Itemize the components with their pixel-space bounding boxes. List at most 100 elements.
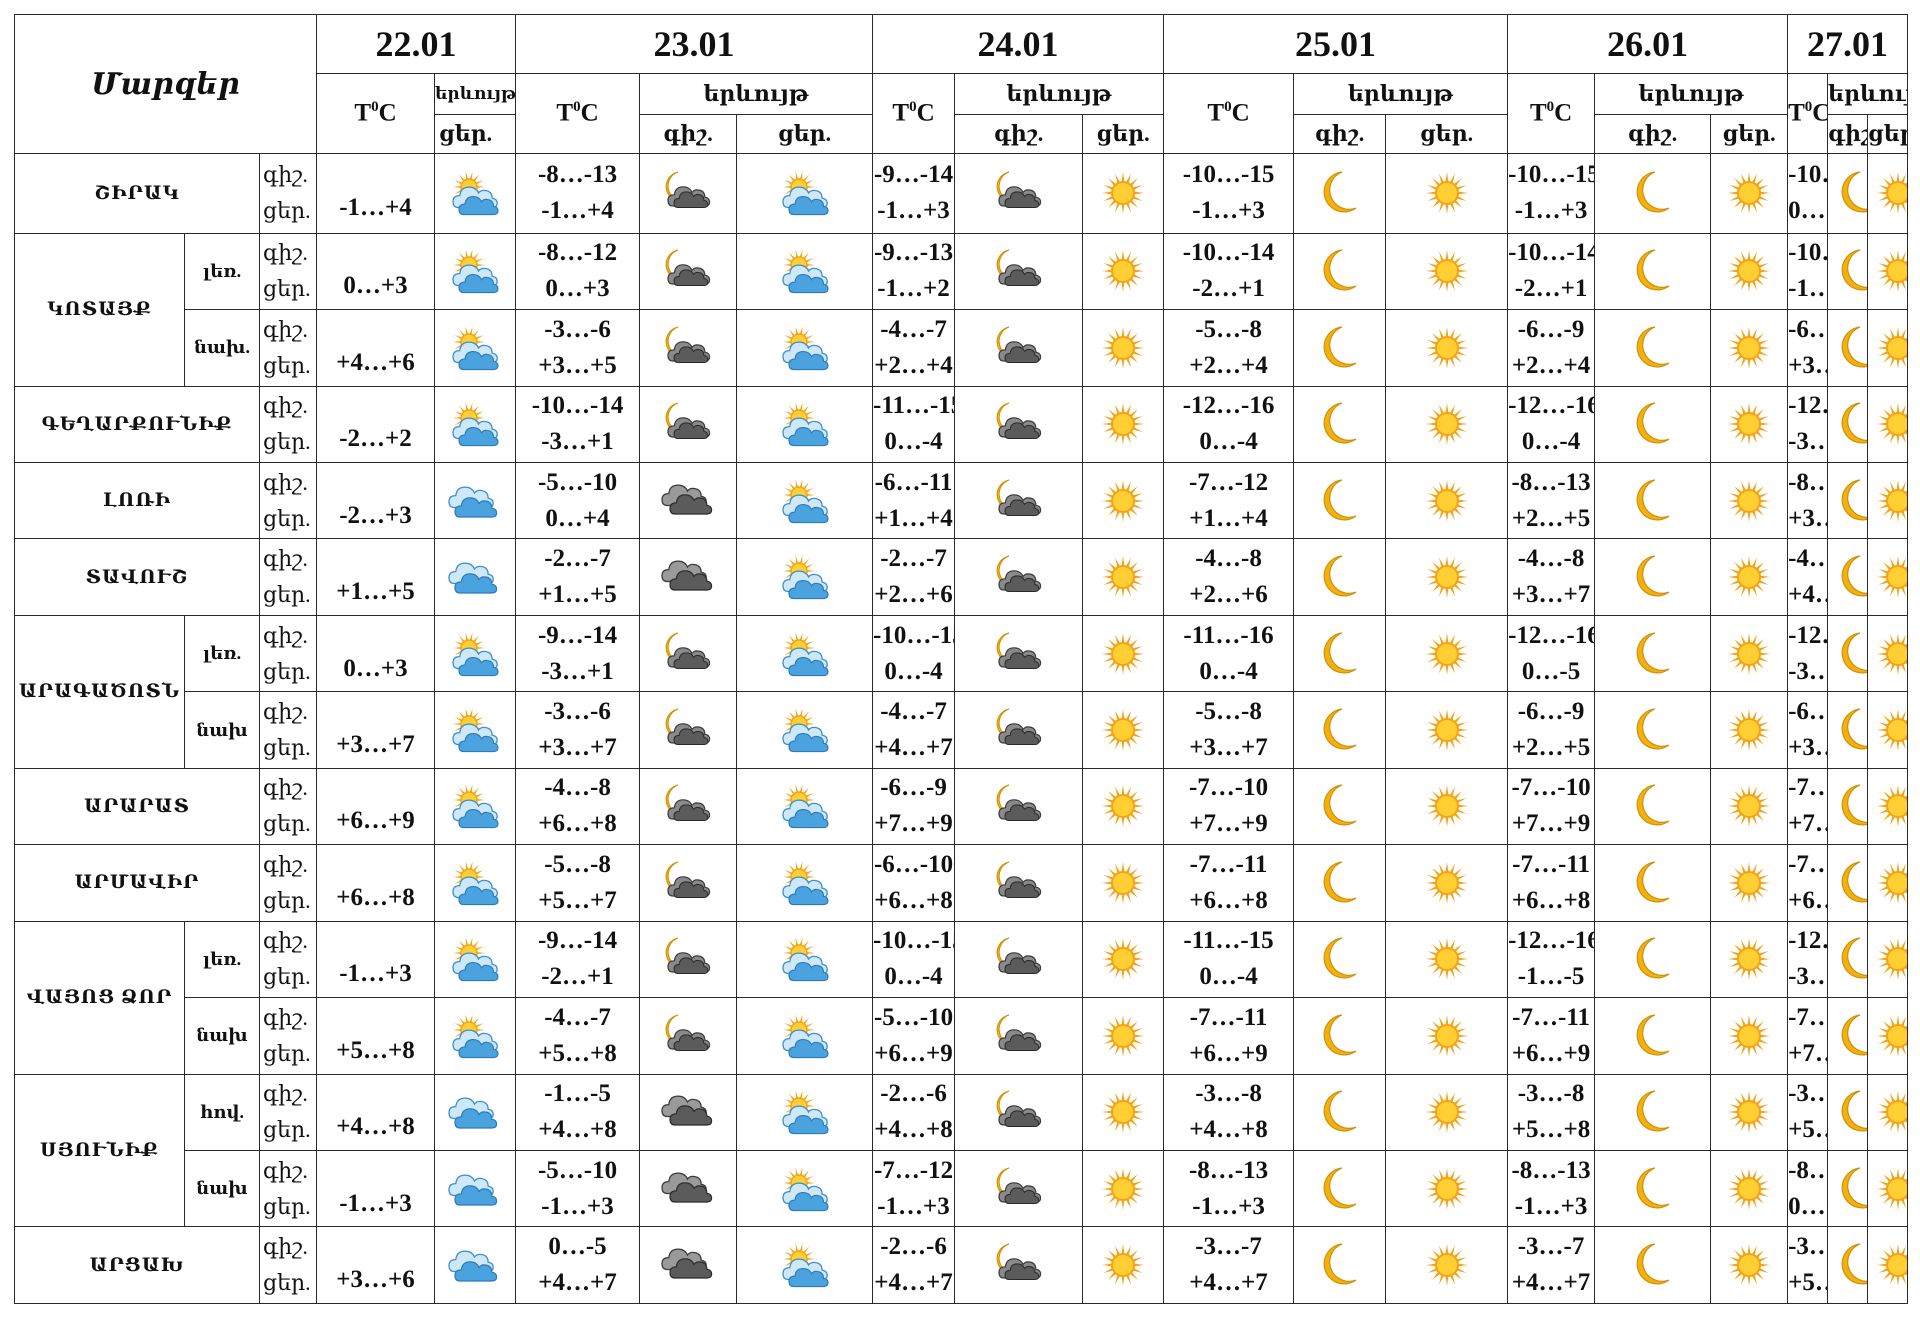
night-temperature: -3…-7 (1164, 1229, 1293, 1265)
night-temperature: -3…-6 (516, 694, 639, 730)
night-temperature: -2…-7 (873, 541, 954, 577)
sun-icon (1868, 921, 1908, 997)
temperature-range: -8…-130…+4 (1788, 1151, 1828, 1227)
sun-icon (1083, 768, 1164, 844)
temperature-range: -5…-8 +2…+4 (1164, 310, 1294, 386)
sun-icon (1711, 539, 1788, 615)
region-name: ԿՈՏԱՅՔ (15, 233, 185, 386)
day-temperature: -1…+3 (1508, 193, 1594, 229)
sun-icon (1711, 998, 1788, 1074)
sun-icon (1868, 310, 1908, 386)
moon-icon (1294, 768, 1386, 844)
region-name: ՍՅՈՒՆԻՔ (15, 1074, 185, 1227)
night-temperature: -3…-7 (1508, 1229, 1594, 1265)
night-label: գիշ. (263, 1153, 316, 1189)
day-temperature: +2…+4 (1164, 348, 1293, 384)
region-name: ԱՐՑԱԽ (15, 1227, 260, 1304)
temp-label-t: T (892, 100, 909, 127)
moon-cloud-icon (955, 1151, 1083, 1227)
sun-icon (1083, 1227, 1164, 1304)
day-label: ցեր. (263, 577, 316, 613)
day-temperature: -1…+2 (873, 271, 954, 307)
night-temperature: -12…-16 (1788, 618, 1827, 654)
day-temperature: +2…+5 (1508, 501, 1594, 537)
temperature-range: -9…-14 -3…+1 (516, 615, 640, 691)
day-temperature: 0…+4 (1788, 193, 1827, 229)
sun-icon (1386, 1151, 1508, 1227)
moon-icon (1828, 921, 1868, 997)
night-temperature: -6…-10 (873, 847, 954, 883)
sun-icon (1083, 1074, 1164, 1150)
temperature-range: -12…-16-3…+1 (1788, 921, 1828, 997)
night-label: գիշ. (263, 388, 316, 424)
regions-title: Մարզեր (15, 15, 317, 154)
day-temperature: -3…+1 (516, 654, 639, 690)
day-temperature: 0…+4 (1788, 1189, 1827, 1225)
moon-cloud-icon (640, 998, 737, 1074)
temperature-header: T0C (516, 74, 640, 154)
temperature-range: -7…-11+7…+10 (1788, 998, 1828, 1074)
day-temperature: +5…+7 (516, 883, 639, 919)
night-day-labels: գիշ. ցեր. (260, 998, 317, 1074)
sun-cloud-rain-icon (737, 462, 873, 538)
night-label: գիշ. (263, 157, 316, 193)
subregion-name: նախ (185, 1151, 260, 1227)
rain-cloud-icon (435, 539, 516, 615)
day-temperature: 0…-4 (873, 424, 954, 460)
night-label: գիշ. (263, 618, 316, 654)
temp-label-unit: C (1812, 100, 1827, 127)
region-row: ԳԵՂԱՐՔՈՒՆԻՔ գիշ. ցեր. -2…+2 -10…-14 -3…+1 -11…… (15, 386, 1908, 462)
sun-cloud-rain-icon (737, 845, 873, 921)
temp-label-unit: C (1232, 100, 1250, 127)
night-temperature: -2…-6 (873, 1076, 954, 1112)
temperature-range: -8…-13 -1…+3 (1508, 1151, 1595, 1227)
night-temperature: -4…-7 (873, 694, 954, 730)
sun-icon (1083, 845, 1164, 921)
day-temperature: 0…+3 (317, 233, 435, 309)
day-label-header: ցեր. (1386, 115, 1508, 154)
day-temperature: 0…-4 (1508, 424, 1594, 460)
night-temperature: -12…-16 (1788, 388, 1827, 424)
night-temperature: -3…-8 (1788, 1076, 1827, 1112)
night-temperature: -10…-15 (873, 923, 954, 959)
night-label: գիշ. (263, 312, 316, 348)
temperature-range: -3…-7 +5…+8 (1788, 1227, 1828, 1304)
night-temperature: -8…-13 (1788, 465, 1827, 501)
temperature-range: 0…-5 +4…+7 (516, 1227, 640, 1304)
night-temperature: -7…-11 (1164, 847, 1293, 883)
night-label: գիշ. (263, 1229, 316, 1265)
day-temperature: -1…+4 (317, 154, 435, 234)
night-temperature: -8…-13 (516, 157, 639, 193)
temperature-range: -11…-15 0…-4 (873, 386, 955, 462)
day-temperature: -1…+3 (873, 193, 954, 229)
day-label: ցեր. (263, 1189, 316, 1225)
region-row: ԿՈՏԱՅՔ լեռ. գիշ. ցեր. 0…+3 -8…-12 0…+3 -9…-13 -1… (15, 233, 1908, 309)
day-temperature: +3…+5 (1788, 348, 1827, 384)
day-temperature: +4…+7 (516, 1265, 639, 1301)
day-temperature: +3…+7 (1508, 577, 1594, 613)
temperature-range: -7…-11+6…+9 (1508, 998, 1595, 1074)
sun-icon (1868, 615, 1908, 691)
night-temperature: -12…-16 (1164, 388, 1293, 424)
moon-icon (1828, 462, 1868, 538)
temperature-range: -4…-8 +6…+8 (516, 768, 640, 844)
temperature-range: -2…-6 +4…+8 (873, 1074, 955, 1150)
sun-icon (1386, 921, 1508, 997)
day-temperature: +3…+6 (1788, 730, 1827, 766)
temp-label-t: T (556, 100, 573, 127)
moon-icon (1595, 233, 1711, 309)
day-temperature: +5…+9 (1788, 1112, 1827, 1148)
night-day-labels: գիշ. ցեր. (260, 386, 317, 462)
day-temperature: +7…+10 (1788, 1036, 1827, 1072)
day-temperature: -1…+3 (317, 1151, 435, 1227)
night-temperature: -1…-5 (516, 1076, 639, 1112)
rain-cloud-icon (435, 1151, 516, 1227)
day-temperature: -1…+2 (1788, 271, 1827, 307)
day-temperature: -1…-5 (1508, 959, 1594, 995)
temperature-range: -3…-8 +4…+8 (1164, 1074, 1294, 1150)
temperature-range: -10…-15 -1…+3 (1164, 154, 1294, 234)
region-name: ԱՐՄԱՎԻՐ (15, 845, 260, 921)
moon-icon (1595, 310, 1711, 386)
night-temperature: -9…-14 (873, 157, 954, 193)
moon-icon (1595, 1227, 1711, 1304)
